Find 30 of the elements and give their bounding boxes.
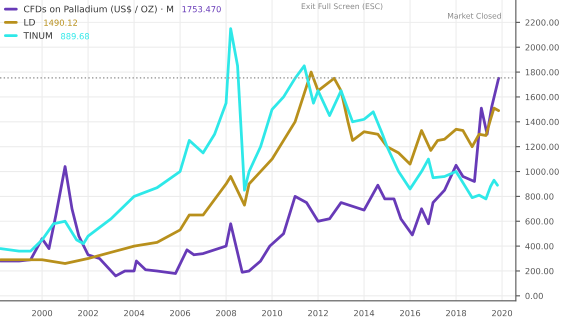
legend-label: LD (24, 18, 35, 26)
annotation: 1490.12 (44, 20, 77, 26)
y-tick-label: 800.00 (525, 193, 554, 200)
annotation: 889.68 (61, 33, 90, 40)
x-tick-label: 2016 (400, 310, 420, 316)
y-tick-label: 1200.00 (526, 144, 559, 150)
x-tick-label: 2002 (78, 310, 98, 316)
x-tick-label: 2020 (492, 310, 512, 316)
x-tick-label: 2008 (216, 310, 236, 316)
x-tick-label: 2018 (446, 310, 466, 316)
y-tick-label: 0.00 (525, 292, 543, 300)
x-tick-label: 2012 (308, 310, 328, 316)
x-tick-label: 2014 (354, 310, 374, 316)
y-tick-label: 400.00 (525, 243, 554, 250)
y-tick-label: 1000.00 (526, 168, 559, 175)
x-tick-label: 2006 (170, 310, 190, 316)
line-series (0, 27, 499, 252)
legend-label: CFDs on Palladium (US$ / OZ) · M (24, 5, 174, 14)
x-tick-label: 2004 (124, 310, 144, 316)
y-tick-label: 1600.00 (526, 94, 559, 100)
y-tick-label: 200.00 (525, 268, 554, 274)
y-tick-label: 1400.00 (526, 118, 559, 126)
y-tick-label: 2200.00 (525, 19, 559, 26)
annotation: 1753.470 (182, 6, 221, 12)
y-tick-label: 600.00 (525, 218, 554, 225)
legend-label: TINUM (23, 32, 52, 39)
x-tick-label: 2010 (262, 310, 282, 316)
y-tick-label: 1800.00 (526, 69, 559, 76)
y-tick-label: 2000.00 (525, 44, 559, 51)
x-tick-label: 2000 (32, 310, 52, 316)
